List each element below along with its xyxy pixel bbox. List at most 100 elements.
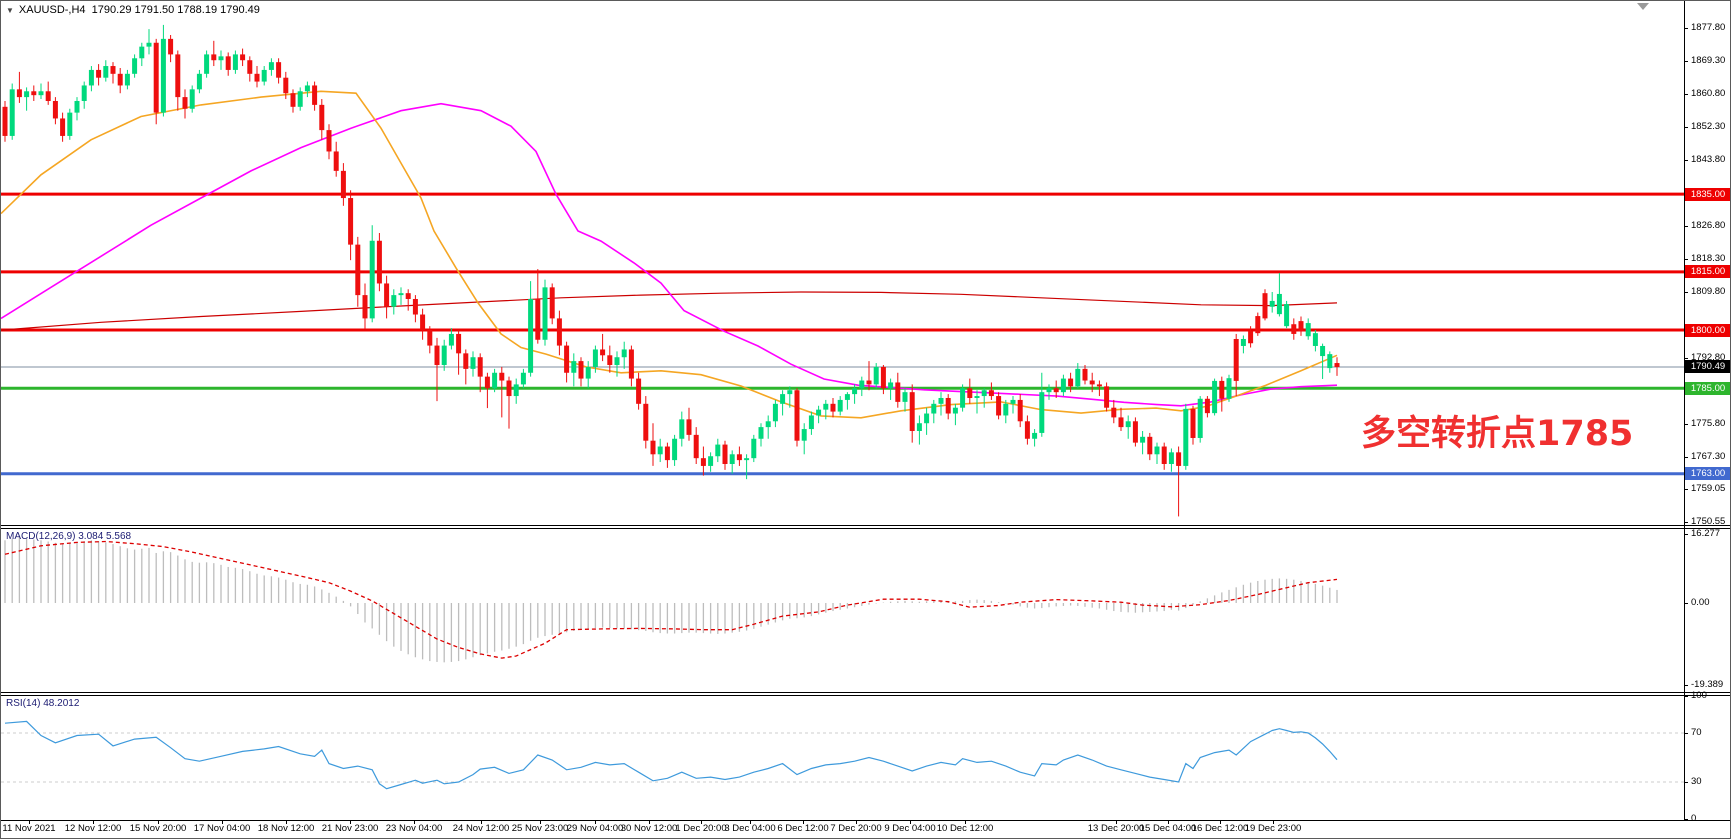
price-axis-label: 1792.80 [1691,352,1726,363]
candle-body [736,454,742,461]
pane-separator [1,528,1730,529]
candle-body [1233,338,1239,381]
candle-body [1262,293,1268,319]
candle-body [715,444,721,457]
price-axis-label: 1759.05 [1691,483,1726,495]
rsi-axis-label: 70 [1691,727,1702,738]
candle-body [1298,321,1304,332]
time-axis-label: 7 Dec 20:00 [830,823,882,834]
candle-body [232,54,238,70]
candle-body [88,69,94,86]
macd-axis-label: 0.00 [1691,597,1710,608]
candle-body [1248,331,1254,344]
price-axis-label: 1877.80 [1691,22,1726,33]
candle-body [1255,316,1261,334]
candle-body [945,397,951,414]
candle-body [787,390,793,395]
candle-body [772,403,778,422]
candle-body [470,357,476,369]
candle-body [686,419,692,435]
candle-body [657,446,663,455]
symbol-label: XAUUSD-,H4 [18,4,86,16]
candle-body [74,100,80,113]
candle-body [38,91,44,96]
candle-body [218,56,224,61]
macd-axis-label: -19.389 [1691,679,1724,691]
candle-body [117,73,123,86]
candle-body [844,394,850,400]
macd-axis-tick [1684,603,1688,604]
candle-body [1284,304,1290,327]
time-axis-tick [222,820,223,824]
candle-body [412,298,418,315]
candle-body [571,361,577,373]
candle-body [542,287,548,340]
candle-body [528,298,534,373]
price-axis-tick [1684,160,1688,161]
price-axis-tick [1684,358,1688,359]
chevron-down-icon[interactable]: ▼ [6,6,14,15]
candle-body [1291,324,1297,334]
candle-body [261,69,267,82]
price-axis-label: 1809.80 [1691,286,1726,297]
candle-body [1132,421,1138,443]
candle-body [376,240,382,284]
rsi-axis-label: 0 [1691,812,1697,824]
candle-body [290,93,296,107]
candle-body [24,91,30,98]
candle-body [16,89,22,98]
price-axis-label: 1818.30 [1691,253,1726,264]
price-pane[interactable] [1,1,1684,525]
candle-body [160,38,166,113]
candle-body [240,54,246,61]
chart-shift-marker-icon[interactable] [1637,3,1649,10]
candle-body [837,399,843,412]
price-axis-tick [1684,127,1688,128]
candle-body [1060,378,1066,393]
candle-body [1219,380,1225,399]
candle-body [1125,421,1131,428]
candle-body [607,355,613,365]
time-axis-tick [910,820,911,824]
candle-body [974,396,980,398]
candle-body [420,314,426,331]
candle-body [808,415,814,430]
macd-pane[interactable] [1,529,1684,692]
candle-body [225,56,231,70]
candle-body [1118,417,1124,428]
candle-body [744,458,750,461]
time-axis-tick [1168,820,1169,824]
price-axis-label: 1767.30 [1691,451,1726,462]
candle-body [960,388,966,408]
candle-body [1320,345,1326,357]
time-axis-label: 18 Nov 12:00 [257,823,315,834]
time-axis-tick [701,820,702,824]
macd-axis-tick [1684,685,1688,687]
macd-label: MACD(12,26,9) 3.084 5.568 [6,531,132,542]
time-axis-label: 25 Nov 23:00 [511,823,569,834]
time-axis-tick [93,820,94,824]
rsi-axis-tick [1684,733,1688,734]
candle-body [801,429,807,441]
chart-title: ▼ XAUUSD-,H4 1790.29 1791.50 1788.19 1790… [6,4,260,16]
price-tag-1800.00: 1800.00 [1685,323,1730,337]
time-axis-label: 12 Nov 12:00 [64,823,122,834]
ma-fast-line [1,90,1338,419]
candle-body [1154,446,1160,455]
time-axis-tick [1220,820,1221,824]
time-axis-tick [649,820,650,824]
price-axis-tick [1684,94,1688,95]
price-tag-1785.00: 1785.00 [1685,381,1730,395]
candle-body [211,54,217,61]
pane-separator [1,692,1730,693]
candle-body [1305,323,1311,337]
time-axis-label: 11 Nov 2021 [2,823,56,834]
candle-body [988,390,994,397]
rsi-pane[interactable] [1,696,1684,820]
price-axis-tick [1684,61,1688,62]
candle-body [765,421,771,428]
candle-body [866,380,872,385]
macd-axis-label: 16.277 [1691,528,1721,539]
candle-body [319,104,325,131]
price-axis-tick [1684,259,1688,260]
